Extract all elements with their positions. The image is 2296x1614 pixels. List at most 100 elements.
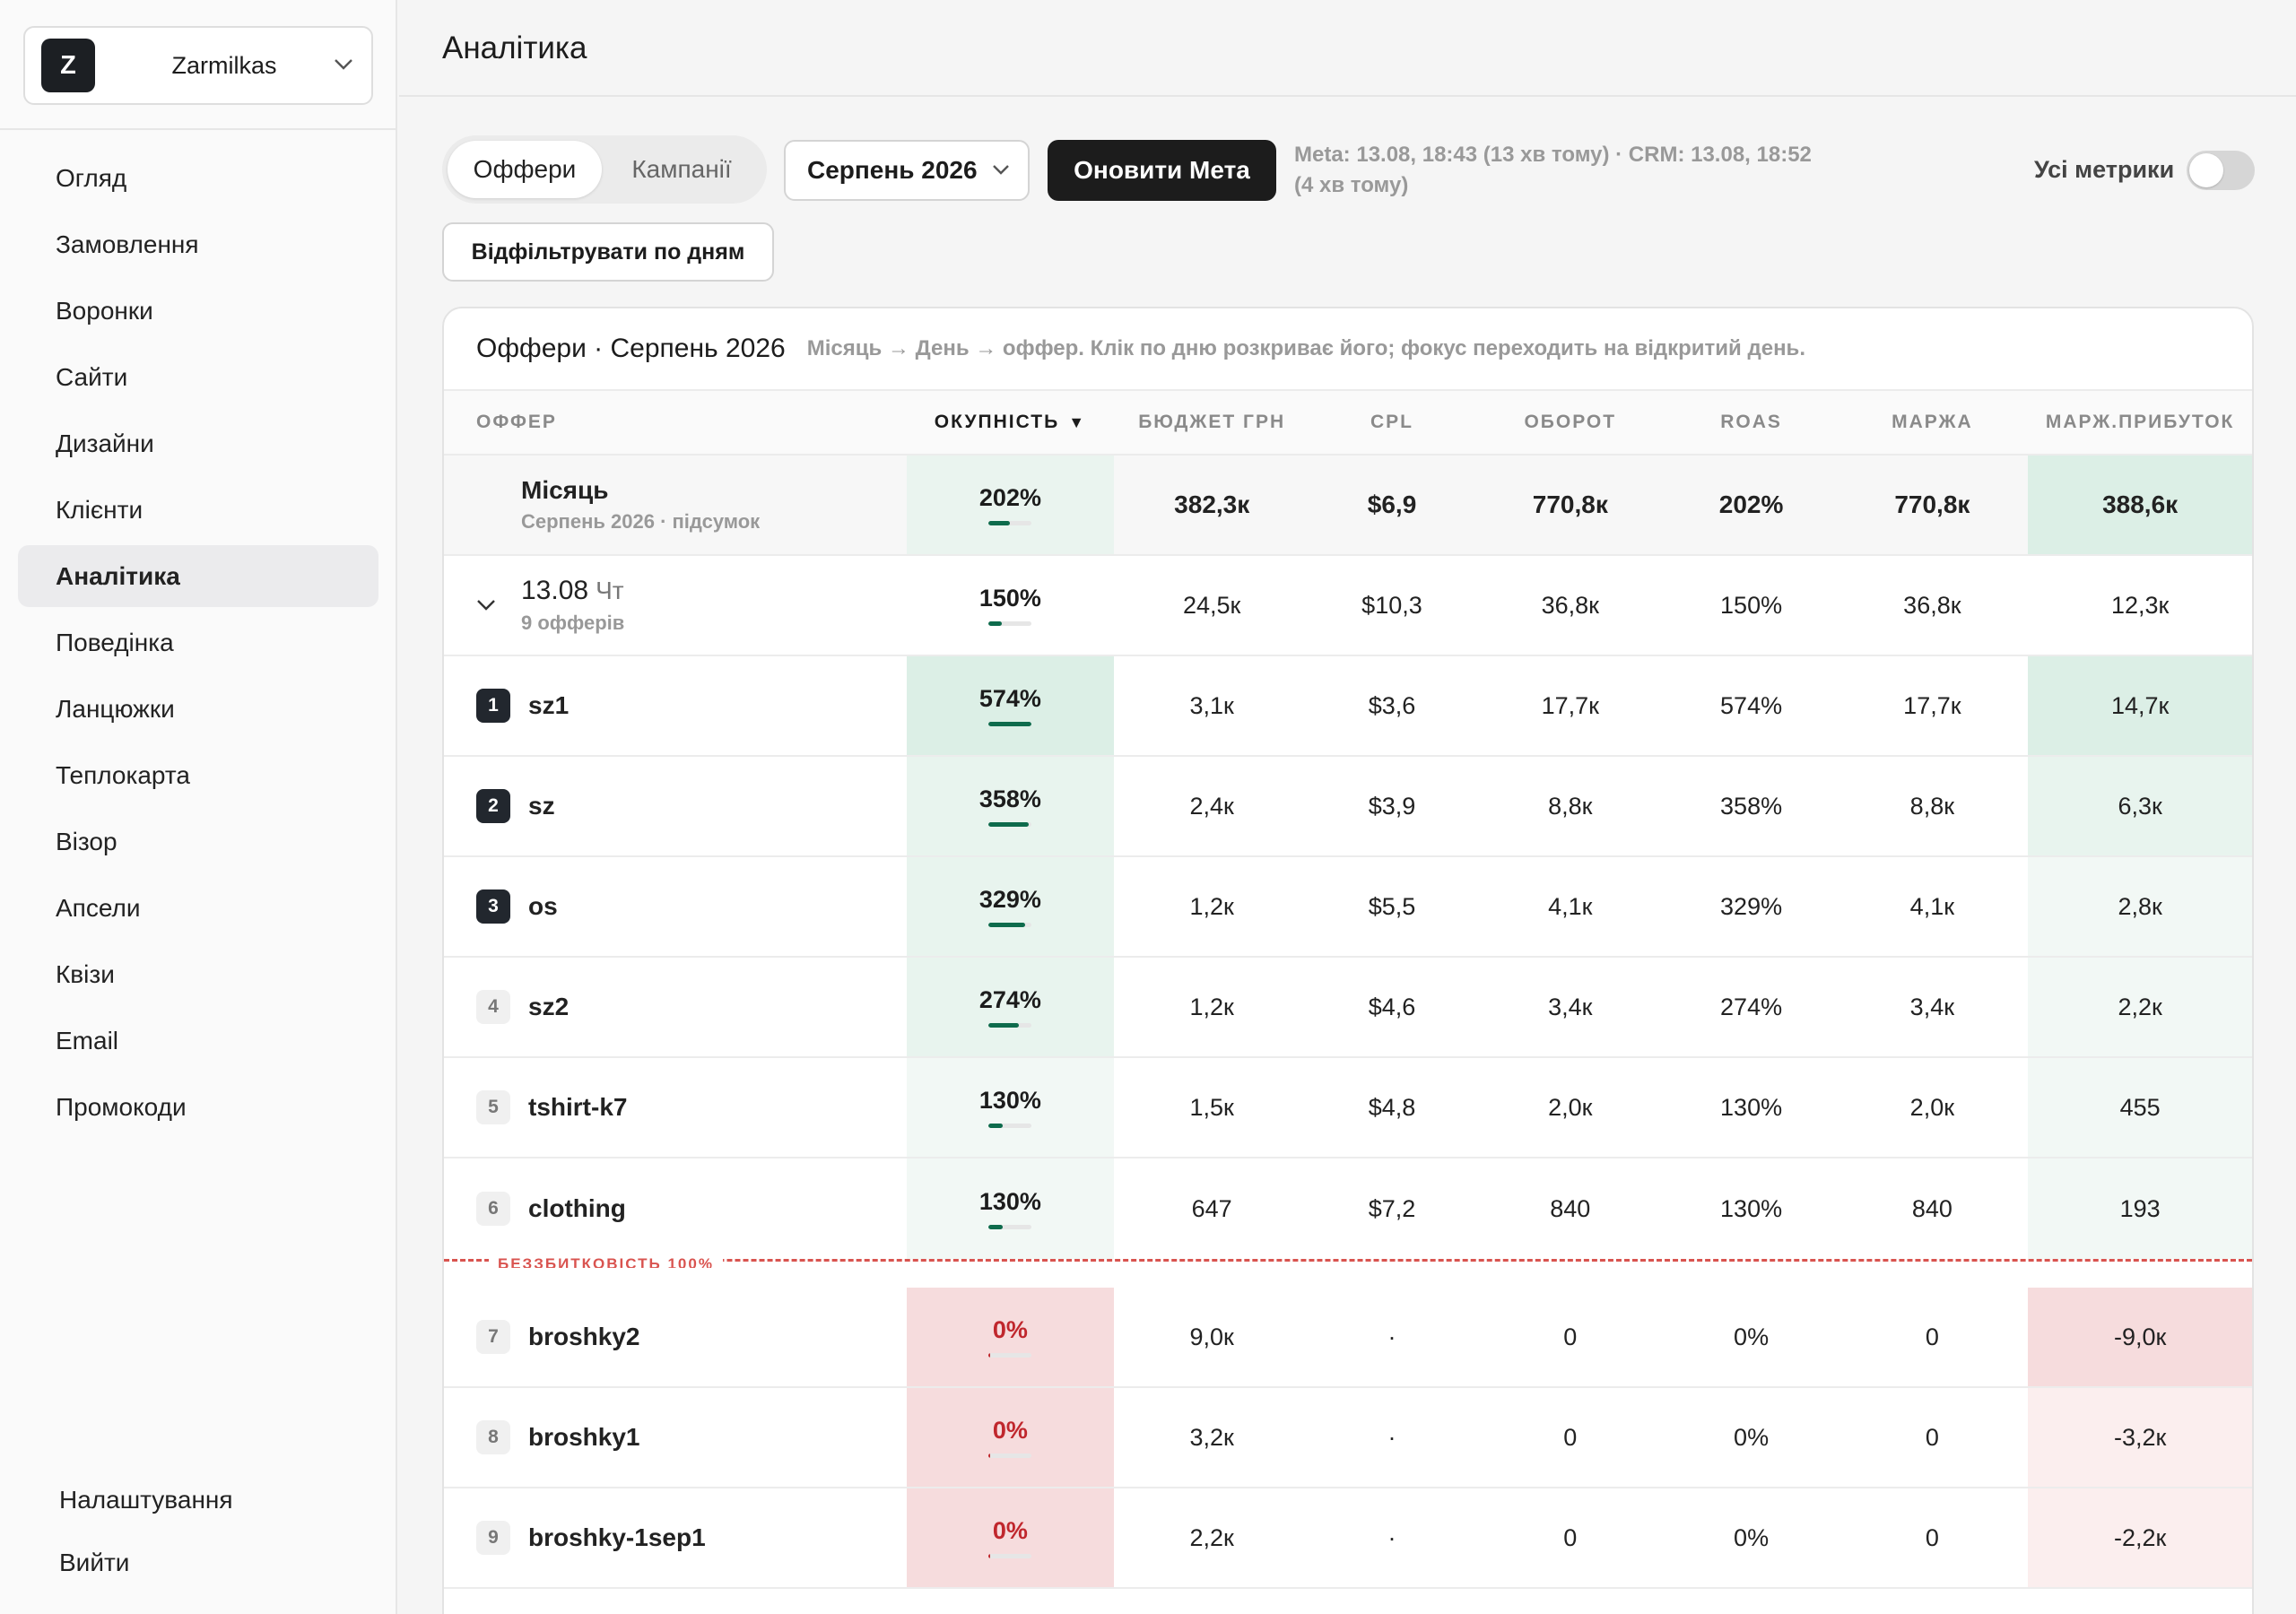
main-content: Аналітика Оффери Кампанії Серпень 2026 О…	[399, 0, 2296, 1614]
offer-name: clothing	[528, 1194, 626, 1222]
sidebar-item-clients[interactable]: Клієнти	[56, 495, 144, 524]
month-select[interactable]: Серпень 2026	[784, 140, 1030, 201]
sidebar-item-overview[interactable]: Огляд	[56, 163, 127, 192]
profit-cell: 455	[2028, 1058, 2252, 1157]
offer-cell: 8 broshky1	[444, 1388, 907, 1487]
view-tabs: Оффери Кампанії	[442, 135, 767, 204]
sidebar-item-quizzes[interactable]: Квізи	[56, 959, 115, 988]
sidebar-item-settings[interactable]: Налаштування	[59, 1486, 233, 1514]
card-hint: Місяць → День → оффер. Клік по дню розкр…	[806, 336, 1805, 360]
month-select-value: Серпень 2026	[807, 156, 978, 184]
day-row[interactable]: 13.08 Чт 9 офферів 150% 24,5к $10,3 36,8к 150% 3…	[444, 556, 2252, 656]
tab-campaigns[interactable]: Кампанії	[631, 155, 732, 183]
sidebar-item-email[interactable]: Email	[56, 1026, 119, 1054]
cpl-cell: $6,9	[1367, 490, 1417, 518]
payback-value: 329%	[978, 886, 1041, 913]
payback-cell: 130%	[906, 1158, 1115, 1259]
page-title: Аналітика	[442, 30, 587, 65]
workspace-switcher[interactable]: Z Zarmilkas	[23, 26, 373, 105]
table-row[interactable]: 7 broshky2 0% 9,0к · 0 0% 0 -9,0к	[444, 1288, 2252, 1388]
payback-bar-fill	[988, 621, 1002, 626]
breakeven-dashed	[444, 1259, 2252, 1262]
budget-cell: 647	[1191, 1194, 1232, 1222]
table-row[interactable]: 9 broshky-1sep1 0% 2,2к · 0 0% 0 -2,2к	[444, 1488, 2252, 1589]
sidebar-item-funnels[interactable]: Воронки	[56, 296, 153, 325]
sidebar-item-sites[interactable]: Сайти	[56, 362, 128, 391]
sidebar-item-orders[interactable]: Замовлення	[56, 230, 199, 258]
table-row[interactable]: 2 sz 358% 2,4к $3,9 8,8к 358% 8,8к 6,3к	[444, 757, 2252, 857]
sidebar-divider	[0, 128, 396, 130]
payback-bar-fill	[988, 1225, 1004, 1229]
payback-bar	[988, 1453, 1032, 1458]
roas-cell: 0%	[1734, 1323, 1770, 1350]
payback-value: 274%	[978, 986, 1041, 1013]
card-header: Оффери · Серпень 2026 Місяць → День → оф…	[444, 308, 2252, 391]
rank-badge: 1	[476, 689, 510, 723]
sidebar: Z Zarmilkas Огляд Замовлення Воронки Сайти Д…	[0, 0, 397, 1614]
summary-label-cell: Місяць Серпень 2026 · підсумок	[444, 456, 907, 554]
sort-desc-icon: ▼	[1068, 412, 1087, 431]
all-metrics-toggle[interactable]	[2187, 151, 2255, 190]
turnover-cell: 8,8к	[1548, 792, 1593, 820]
sidebar-item-chains[interactable]: Ланцюжки	[56, 694, 175, 723]
sync-status: Meta: 13.08, 18:43 (13 хв тому) · CRM: 1…	[1294, 143, 1812, 197]
turnover-cell: 4,1к	[1548, 892, 1593, 920]
sidebar-item-analytics[interactable]: Аналітика	[18, 545, 378, 607]
rank-badge: 8	[476, 1420, 510, 1454]
payback-value: 150%	[978, 585, 1041, 612]
offer-name: sz2	[528, 993, 570, 1020]
column-header-budget: БЮДЖЕТ ГРН	[1138, 412, 1286, 432]
budget-cell: 2,4к	[1189, 792, 1234, 820]
payback-bar	[988, 1554, 1032, 1558]
roas-cell: 0%	[1734, 1423, 1770, 1451]
column-header-payback[interactable]: ОКУПНІСТЬ ▼	[907, 391, 1115, 454]
table-row[interactable]: 1 sz1 574% 3,1к $3,6 17,7к 574% 17,7к 14,7к	[444, 656, 2252, 757]
sidebar-item-upsells[interactable]: Апсели	[56, 893, 141, 922]
offers-table: ОФФЕР ОКУПНІСТЬ ▼ БЮДЖЕТ ГРН CPL ОБОРОТ ROAS МА…	[444, 391, 2252, 1589]
payback-value: 202%	[978, 484, 1041, 511]
sidebar-item-promocodes[interactable]: Промокоди	[56, 1092, 187, 1121]
table-row[interactable]: 5 tshirt-k7 130% 1,5к $4,8 2,0к 130% 2,0к 455	[444, 1058, 2252, 1158]
payback-bar	[988, 822, 1032, 827]
budget-cell: 382,3к	[1174, 490, 1250, 518]
payback-cell: 329%	[906, 857, 1115, 956]
refresh-meta-button[interactable]: Оновити Мета	[1048, 140, 1276, 201]
budget-cell: 9,0к	[1189, 1323, 1234, 1350]
sidebar-item-behavior[interactable]: Поведінка	[56, 628, 174, 656]
filter-by-days-button[interactable]: Відфільтрувати по дням	[442, 222, 774, 282]
rank-badge: 3	[476, 889, 510, 924]
payback-cell: 274%	[906, 958, 1115, 1056]
turnover-cell: 0	[1563, 1423, 1578, 1451]
margin-cell: 0	[1925, 1523, 1939, 1551]
rank-badge: 7	[476, 1320, 510, 1354]
sidebar-item-logout[interactable]: Вийти	[59, 1549, 130, 1576]
chevron-down-icon[interactable]	[476, 593, 521, 618]
sidebar-item-designs[interactable]: Дизайни	[56, 429, 154, 457]
workspace-name: Zarmilkas	[171, 51, 277, 79]
table-row[interactable]: 6 clothing 130% 647 $7,2 840 130% 840 193	[444, 1158, 2252, 1259]
rank-badge: 6	[476, 1192, 510, 1226]
payback-bar-fill	[988, 1554, 991, 1558]
cpl-cell: $3,9	[1368, 792, 1416, 820]
payback-bar	[988, 722, 1032, 726]
tab-offers[interactable]: Оффери	[448, 141, 602, 198]
profit-cell: -3,2к	[2028, 1388, 2252, 1487]
table-row[interactable]: 3 os 329% 1,2к $5,5 4,1к 329% 4,1к 2,8к	[444, 857, 2252, 958]
profit-cell: 2,8к	[2028, 857, 2252, 956]
offer-cell: 6 clothing	[444, 1158, 907, 1259]
offer-name: tshirt-k7	[528, 1093, 628, 1121]
sidebar-item-heatmap[interactable]: Теплокарта	[56, 760, 190, 789]
table-row[interactable]: 8 broshky1 0% 3,2к · 0 0% 0 -3,2к	[444, 1388, 2252, 1488]
offer-name: os	[528, 892, 558, 920]
sidebar-item-vizor[interactable]: Візор	[56, 827, 117, 855]
column-header-margin: МАРЖА	[1892, 412, 1973, 432]
roas-cell: 574%	[1720, 691, 1783, 719]
column-header-cpl: CPL	[1370, 412, 1413, 432]
offers-table-card: Оффери · Серпень 2026 Місяць → День → оф…	[442, 307, 2254, 1614]
payback-bar-fill	[988, 1453, 991, 1458]
workspace-logo: Z	[41, 39, 95, 92]
offer-name: broshky2	[528, 1323, 640, 1350]
table-row[interactable]: 4 sz2 274% 1,2к $4,6 3,4к 274% 3,4к 2,2к	[444, 958, 2252, 1058]
payback-cell: 130%	[906, 1058, 1115, 1157]
turnover-cell: 17,7к	[1541, 691, 1599, 719]
